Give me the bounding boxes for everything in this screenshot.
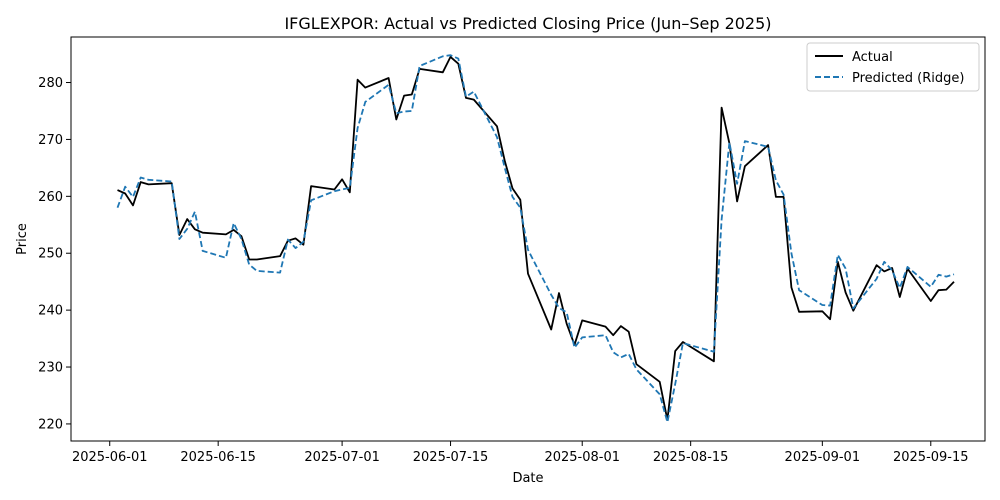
series-actual-line [117,56,955,421]
legend-label-predicted: Predicted (Ridge) [852,71,964,86]
x-tick-label: 2025-08-01 [544,450,620,465]
x-tick-label: 2025-09-01 [785,450,861,465]
x-tick-label: 2025-09-15 [893,450,969,465]
plot-lines [116,54,955,424]
chart-title: IFGLEXPOR: Actual vs Predicted Closing P… [284,14,771,33]
y-tick-label: 240 [38,304,63,319]
legend-label-actual: Actual [852,50,893,65]
x-tick-label: 2025-07-15 [413,450,489,465]
plot-frame [70,36,986,442]
y-tick-label: 280 [38,76,63,91]
x-axis-label: Date [512,471,543,486]
y-tick-label: 260 [38,190,63,205]
x-axis-ticks: 2025-06-01 2025-06-15 2025-07-01 2025-07-15… [72,441,969,465]
x-tick-label: 2025-08-15 [653,450,729,465]
x-tick-label: 2025-06-15 [180,450,256,465]
y-tick-label: 220 [38,417,63,432]
y-tick-label: 270 [38,133,63,148]
y-axis-ticks: 220 230 240 250 260 270 280 [38,76,71,432]
legend: Actual Predicted (Ridge) [806,42,980,92]
y-tick-label: 250 [38,247,63,262]
x-tick-label: 2025-07-01 [304,450,380,465]
y-tick-label: 230 [38,361,63,376]
y-axis-label: Price [15,223,30,255]
legend-box [806,42,980,92]
x-tick-label: 2025-06-01 [72,450,148,465]
series-predicted-line [116,54,955,424]
